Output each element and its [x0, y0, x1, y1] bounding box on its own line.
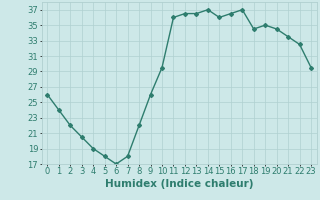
X-axis label: Humidex (Indice chaleur): Humidex (Indice chaleur) [105, 179, 253, 189]
